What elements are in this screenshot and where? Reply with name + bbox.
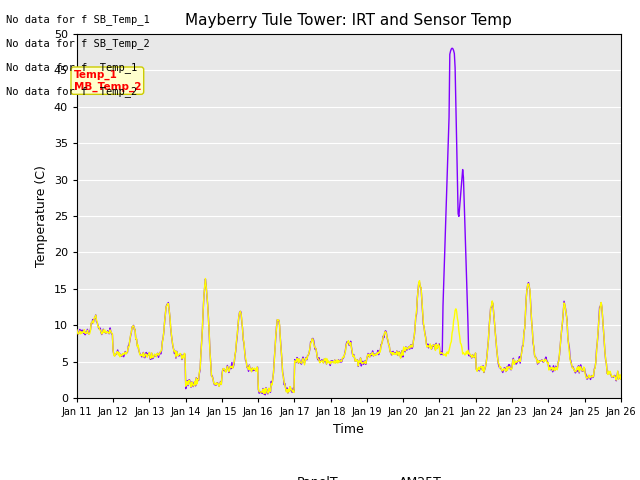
- Text: No data for f SB_Temp_2: No data for f SB_Temp_2: [6, 38, 150, 49]
- X-axis label: Time: Time: [333, 423, 364, 436]
- Y-axis label: Temperature (C): Temperature (C): [35, 165, 48, 267]
- Text: No data for f  Temp_1: No data for f Temp_1: [6, 62, 138, 73]
- Text: No data for f  Temp_2: No data for f Temp_2: [6, 86, 138, 97]
- Title: Mayberry Tule Tower: IRT and Sensor Temp: Mayberry Tule Tower: IRT and Sensor Temp: [186, 13, 512, 28]
- Legend: PanelT, AM25T: PanelT, AM25T: [251, 471, 447, 480]
- Text: No data for f SB_Temp_1: No data for f SB_Temp_1: [6, 14, 150, 25]
- Text: Temp_1
MB_Temp_2: Temp_1 MB_Temp_2: [74, 70, 141, 92]
